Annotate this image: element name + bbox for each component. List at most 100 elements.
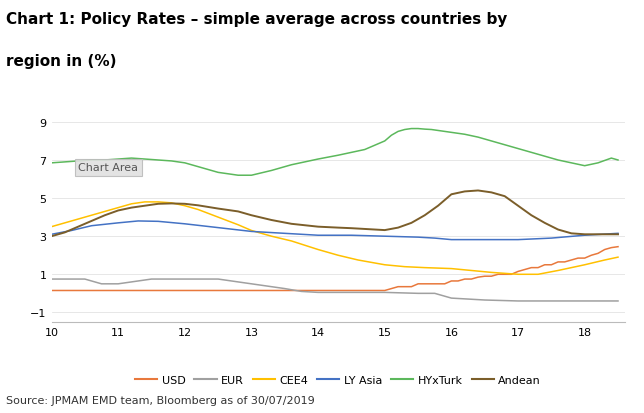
Andean — [101, 213, 109, 218]
HYxTurk — [394, 130, 402, 135]
CEE4 — [181, 204, 189, 209]
Andean — [74, 225, 82, 230]
Andean — [567, 231, 575, 236]
HYxTurk — [114, 157, 122, 162]
LY Asia — [281, 231, 289, 236]
HYxTurk — [614, 158, 622, 163]
Andean — [114, 209, 122, 214]
Line: USD: USD — [52, 247, 618, 291]
Andean — [194, 203, 202, 208]
CEE4 — [314, 247, 322, 252]
Text: region in (%): region in (%) — [6, 54, 117, 69]
Andean — [155, 202, 162, 207]
HYxTurk — [541, 154, 549, 159]
CEE4 — [421, 266, 429, 271]
USD — [48, 288, 55, 293]
EUR — [514, 299, 522, 304]
USD — [155, 288, 162, 293]
EUR — [298, 289, 305, 294]
Andean — [607, 232, 615, 237]
Andean — [541, 221, 549, 226]
HYxTurk — [74, 159, 82, 164]
CEE4 — [581, 263, 589, 268]
EUR — [547, 299, 555, 304]
USD — [581, 256, 589, 261]
HYxTurk — [234, 173, 242, 178]
CEE4 — [155, 200, 162, 205]
LY Asia — [448, 237, 455, 242]
Andean — [394, 225, 402, 230]
CEE4 — [101, 209, 109, 214]
CEE4 — [401, 265, 408, 270]
Andean — [247, 213, 255, 218]
LY Asia — [514, 237, 522, 242]
Text: Source: JPMAM EMD team, Bloomberg as of 30/07/2019: Source: JPMAM EMD team, Bloomberg as of … — [6, 395, 315, 405]
Andean — [381, 228, 388, 233]
EUR — [181, 277, 189, 282]
HYxTurk — [421, 127, 429, 132]
Andean — [88, 219, 95, 224]
HYxTurk — [361, 148, 368, 153]
Andean — [141, 204, 149, 209]
LY Asia — [114, 221, 122, 226]
Andean — [361, 227, 368, 232]
HYxTurk — [388, 133, 395, 138]
HYxTurk — [167, 159, 175, 164]
LY Asia — [247, 229, 255, 234]
CEE4 — [194, 207, 202, 212]
HYxTurk — [527, 150, 535, 155]
CEE4 — [514, 272, 522, 277]
Andean — [128, 206, 135, 211]
HYxTurk — [181, 161, 189, 166]
EUR — [614, 299, 622, 304]
CEE4 — [354, 258, 362, 263]
LY Asia — [581, 233, 589, 238]
Line: HYxTurk: HYxTurk — [52, 129, 618, 176]
Andean — [268, 218, 276, 223]
LY Asia — [314, 233, 322, 238]
HYxTurk — [554, 158, 562, 163]
LY Asia — [214, 225, 222, 230]
HYxTurk — [88, 158, 95, 163]
LY Asia — [348, 233, 355, 238]
CEE4 — [268, 234, 276, 239]
CEE4 — [554, 268, 562, 273]
HYxTurk — [448, 131, 455, 135]
HYxTurk — [594, 161, 602, 166]
Andean — [61, 230, 69, 235]
EUR — [381, 290, 388, 295]
HYxTurk — [247, 173, 255, 178]
HYxTurk — [101, 158, 109, 163]
CEE4 — [74, 217, 82, 222]
USD — [614, 244, 622, 249]
HYxTurk — [334, 153, 342, 158]
CEE4 — [48, 225, 55, 230]
EUR — [48, 277, 55, 282]
CEE4 — [167, 201, 175, 206]
EUR — [348, 290, 355, 295]
Andean — [581, 232, 589, 237]
Andean — [314, 225, 322, 230]
EUR — [281, 286, 289, 291]
Andean — [214, 206, 222, 211]
EUR — [581, 299, 589, 304]
CEE4 — [288, 239, 296, 244]
HYxTurk — [581, 164, 589, 169]
Andean — [514, 204, 522, 209]
CEE4 — [334, 253, 342, 258]
LY Asia — [547, 236, 555, 241]
HYxTurk — [441, 130, 449, 135]
EUR — [214, 277, 222, 282]
LY Asia — [181, 222, 189, 227]
Andean — [554, 228, 562, 233]
LY Asia — [68, 228, 75, 233]
USD — [348, 288, 355, 293]
Line: LY Asia: LY Asia — [52, 221, 618, 240]
CEE4 — [88, 213, 95, 218]
Andean — [234, 209, 242, 214]
CEE4 — [61, 221, 69, 226]
HYxTurk — [428, 128, 435, 133]
CEE4 — [247, 228, 255, 233]
EUR — [431, 291, 439, 296]
Legend: USD, EUR, CEE4, LY Asia, HYxTurk, Andean: USD, EUR, CEE4, LY Asia, HYxTurk, Andean — [131, 370, 545, 389]
